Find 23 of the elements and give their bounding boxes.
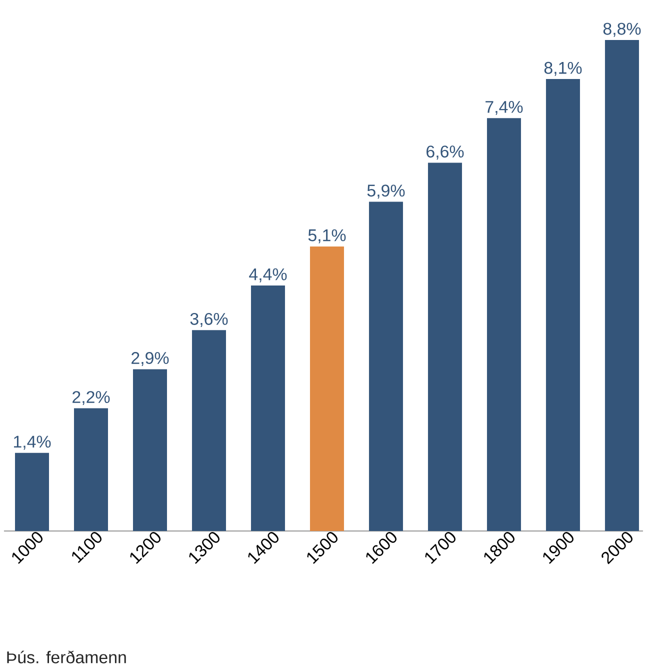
- bar: [368, 202, 403, 531]
- data-label: 2,9%: [132, 352, 169, 366]
- data-label: 8,8%: [603, 22, 641, 37]
- data-label: 3,6%: [190, 312, 228, 327]
- bar: [310, 246, 344, 531]
- data-label: 1,4%: [14, 436, 51, 450]
- bar: [192, 330, 226, 531]
- bar: [486, 118, 521, 531]
- bar: [604, 40, 639, 531]
- text: Þús. ferðamenn: [7, 650, 126, 664]
- data-label: 5,9%: [367, 184, 405, 199]
- data-label: 2,2%: [72, 391, 110, 406]
- data-label: 4,4%: [249, 268, 287, 282]
- data-label: 7,4%: [486, 101, 523, 115]
- data-label: 5,1%: [308, 229, 346, 244]
- bar: [133, 369, 167, 531]
- bar: [546, 79, 580, 531]
- data-label: 6,6%: [426, 146, 464, 160]
- bar: [428, 162, 462, 531]
- bar: [74, 408, 108, 531]
- bar: [250, 286, 285, 531]
- bar: [15, 452, 49, 531]
- data-label: 8,1%: [544, 62, 582, 76]
